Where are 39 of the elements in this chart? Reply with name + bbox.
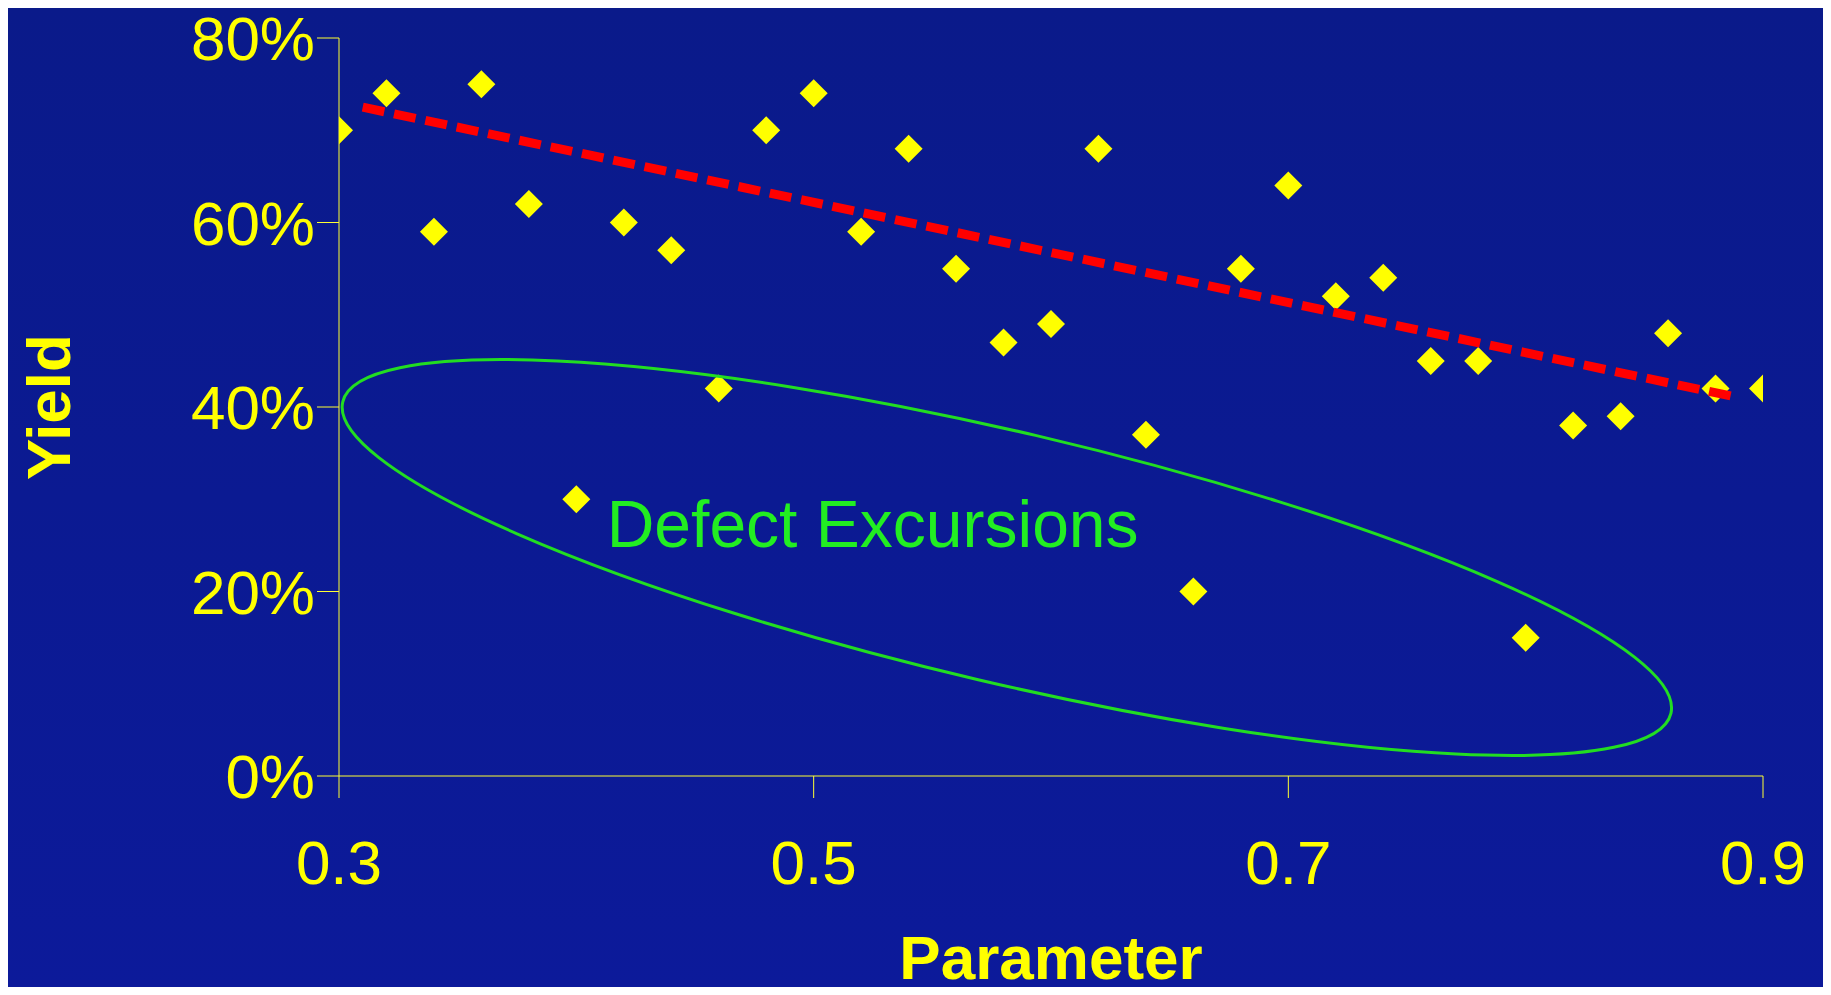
point xyxy=(1464,346,1493,375)
point xyxy=(752,116,781,145)
x-tick-label: 0.5 xyxy=(770,828,857,898)
point xyxy=(1369,263,1398,292)
x-tick-label: 0.7 xyxy=(1245,828,1332,898)
point xyxy=(1511,623,1540,652)
point xyxy=(942,254,971,283)
point xyxy=(989,328,1018,357)
point xyxy=(514,190,543,219)
point xyxy=(657,236,686,265)
y-axis-title: Yield xyxy=(14,334,84,480)
point xyxy=(1131,420,1160,449)
point xyxy=(609,208,638,237)
point xyxy=(1179,577,1208,606)
point xyxy=(419,217,448,246)
x-tick-label: 0.3 xyxy=(295,828,383,898)
point xyxy=(894,134,923,163)
y-tick-label: 60% xyxy=(190,188,315,258)
point xyxy=(467,70,496,99)
y-tick-label: 80% xyxy=(190,4,315,74)
point xyxy=(1606,402,1635,431)
x-tick-label: 0.9 xyxy=(1719,828,1807,898)
y-tick-label: 0% xyxy=(225,742,315,812)
point xyxy=(1654,319,1683,348)
point xyxy=(372,79,401,108)
point xyxy=(1559,411,1588,440)
point xyxy=(1037,309,1065,338)
x-axis-title: Parameter xyxy=(899,923,1203,992)
point xyxy=(1084,134,1113,163)
point xyxy=(562,485,591,514)
y-tick-label: 40% xyxy=(190,373,315,443)
point xyxy=(1226,254,1255,283)
point xyxy=(1274,171,1303,200)
y-tick-label: 20% xyxy=(190,557,315,627)
point xyxy=(847,217,876,246)
annotation: Defect Excursions xyxy=(606,487,1139,562)
point xyxy=(1416,346,1445,375)
point xyxy=(1321,282,1350,311)
point xyxy=(799,79,828,108)
